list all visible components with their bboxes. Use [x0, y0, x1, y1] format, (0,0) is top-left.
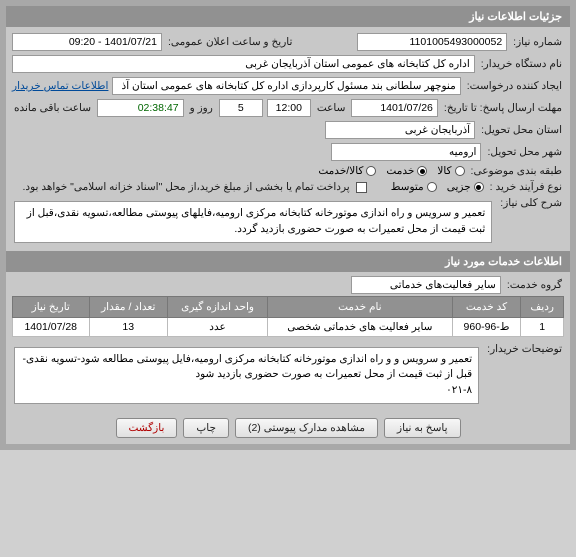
view-attachments-button[interactable]: مشاهده مدارک پیوستی (2)	[235, 418, 378, 438]
city-label: شهر محل تحویل:	[485, 146, 564, 158]
deadline-time-field: 12:00	[267, 99, 311, 117]
pay-checkbox[interactable]	[356, 182, 367, 193]
desc-label: شرح کلی نیاز:	[498, 197, 564, 209]
need-no-field: 1101005493000052	[357, 33, 507, 51]
city-field: ارومیه	[331, 143, 481, 161]
table-header-row: ردیف کد خدمت نام خدمت واحد اندازه گیری ت…	[13, 296, 564, 317]
row-deadline: مهلت ارسال پاسخ: تا تاریخ: 1401/07/26 سا…	[12, 97, 564, 119]
reply-button[interactable]: پاسخ به نیاز	[384, 418, 460, 438]
creator-label: ایجاد کننده درخواست:	[465, 80, 564, 92]
service-group-field: سایر فعالیت‌های خدماتی	[351, 276, 501, 294]
radio-icon	[366, 166, 376, 176]
page-root: جزئیات اطلاعات نیاز شماره نیاز: 11010054…	[0, 0, 576, 450]
row-province: استان محل تحویل: آذربایجان غربی	[12, 119, 564, 141]
details-panel: شماره نیاز: 1101005493000052 تاریخ و ساع…	[6, 27, 570, 444]
deadline-label: مهلت ارسال پاسخ: تا تاریخ:	[442, 102, 564, 114]
col-code: کد خدمت	[452, 296, 521, 317]
buyer-contact-link[interactable]: اطلاعات تماس خریدار	[12, 80, 108, 92]
subject-type-label: طبقه بندی موضوعی:	[469, 165, 564, 177]
day-and-label: روز و	[188, 102, 215, 114]
cell-unit: عدد	[167, 317, 267, 336]
row-process: نوع فرآیند خرید : جزیی متوسط پرداخت تمام…	[12, 179, 564, 195]
cell-date: 1401/07/28	[13, 317, 90, 336]
section-header-details: جزئیات اطلاعات نیاز	[6, 6, 570, 27]
radio-jozi[interactable]: جزیی	[447, 181, 484, 193]
row-subject-type: طبقه بندی موضوعی: کالا خدمت کالا/خدمت	[12, 163, 564, 179]
process-label: نوع فرآیند خرید :	[488, 181, 564, 193]
buyer-notes-text: تعمیر و سرویس و و راه اندازی موتورخانه ک…	[14, 347, 479, 404]
services-table: ردیف کد خدمت نام خدمت واحد اندازه گیری ت…	[12, 296, 564, 337]
deadline-date-field: 1401/07/26	[351, 99, 438, 117]
row-service-group: گروه خدمت: سایر فعالیت‌های خدماتی	[12, 274, 564, 296]
need-no-label: شماره نیاز:	[511, 36, 564, 48]
desc-text: تعمیر و سرویس و راه اندازی موتورخانه کتا…	[14, 201, 492, 243]
radio-icon	[427, 182, 437, 192]
row-city: شهر محل تحویل: ارومیه	[12, 141, 564, 163]
button-bar: پاسخ به نیاز مشاهده مدارک پیوستی (2) چاپ…	[12, 410, 564, 440]
col-unit: واحد اندازه گیری	[167, 296, 267, 317]
remaining-label: ساعت باقی مانده	[12, 102, 93, 114]
cell-qty: 13	[89, 317, 167, 336]
public-datetime-label: تاریخ و ساعت اعلان عمومی:	[166, 36, 294, 48]
buyer-label: نام دستگاه خریدار:	[479, 58, 564, 70]
public-datetime-field: 1401/07/21 - 09:20	[12, 33, 162, 51]
radio-kala[interactable]: کالا	[437, 165, 464, 177]
row-buyer: نام دستگاه خریدار: اداره کل کتابخانه های…	[12, 53, 564, 75]
buyer-field: اداره کل کتابخانه های عمومی استان آذربای…	[12, 55, 475, 73]
cell-row: 1	[521, 317, 564, 336]
row-creator: ایجاد کننده درخواست: منوچهر سلطانی بند م…	[12, 75, 564, 97]
radio-khadamat[interactable]: خدمت	[386, 165, 427, 177]
cell-code: ط-96-960	[452, 317, 521, 336]
back-button[interactable]: بازگشت	[116, 418, 178, 438]
process-radios: جزیی متوسط	[391, 181, 484, 193]
service-group-label: گروه خدمت:	[505, 279, 564, 291]
col-date: تاریخ نیاز	[13, 296, 90, 317]
time-word-1: ساعت	[315, 102, 348, 114]
services-header: اطلاعات خدمات مورد نیاز	[6, 251, 570, 272]
cell-name: سایر فعالیت های خدماتی شخصی	[268, 317, 453, 336]
col-name: نام خدمت	[268, 296, 453, 317]
province-label: استان محل تحویل:	[479, 124, 564, 136]
creator-field: منوچهر سلطانی بند مسئول کارپردازی اداره …	[112, 77, 460, 95]
col-qty: تعداد / مقدار	[89, 296, 167, 317]
row-need-no: شماره نیاز: 1101005493000052 تاریخ و ساع…	[12, 31, 564, 53]
table-row: 1 ط-96-960 سایر فعالیت های خدماتی شخصی ع…	[13, 317, 564, 336]
services-header-text: اطلاعات خدمات مورد نیاز	[445, 256, 562, 268]
days-field: 5	[219, 99, 263, 117]
buyer-notes-label: توضیحات خریدار:	[485, 343, 564, 355]
row-desc: شرح کلی نیاز: تعمیر و سرویس و راه اندازی…	[12, 195, 564, 249]
radio-both[interactable]: کالا/خدمت	[318, 165, 376, 177]
col-row: ردیف	[521, 296, 564, 317]
province-field: آذربایجان غربی	[325, 121, 475, 139]
row-buyer-notes: توضیحات خریدار: تعمیر و سرویس و و راه ان…	[12, 341, 564, 410]
header-title: جزئیات اطلاعات نیاز	[469, 11, 562, 23]
subject-type-radios: کالا خدمت کالا/خدمت	[318, 165, 464, 177]
radio-icon	[455, 166, 465, 176]
remaining-time-field: 02:38:47	[97, 99, 184, 117]
pay-checkbox-label: پرداخت تمام یا بخشی از مبلغ خرید،از محل …	[21, 181, 352, 193]
print-button[interactable]: چاپ	[183, 418, 229, 438]
radio-icon	[474, 182, 484, 192]
radio-motavaset[interactable]: متوسط	[391, 181, 437, 193]
radio-icon	[417, 166, 427, 176]
